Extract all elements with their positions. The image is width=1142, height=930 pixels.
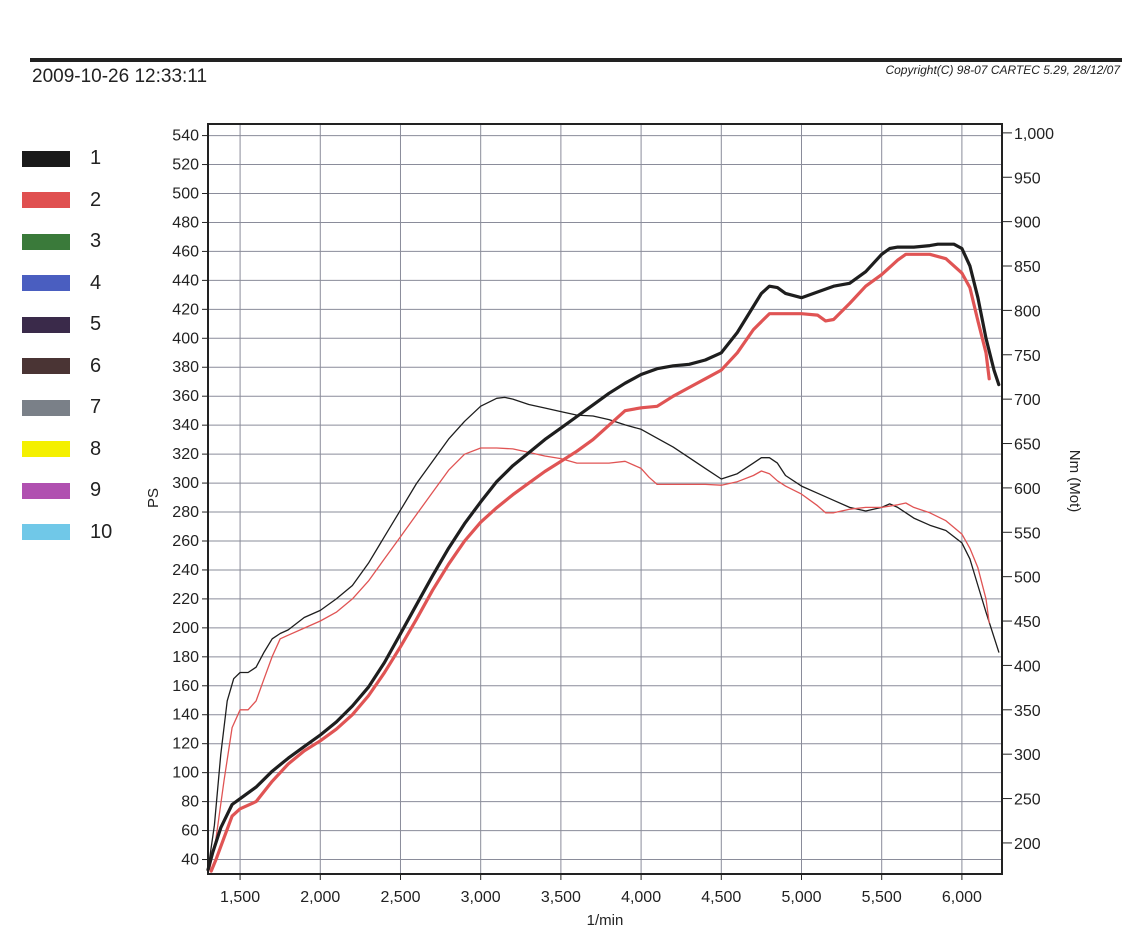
plot-area bbox=[208, 124, 1002, 874]
y-tick-label: 360 bbox=[172, 388, 199, 405]
copyright-notice: Copyright(C) 98-07 CARTEC 5.29, 28/12/07 bbox=[885, 63, 1120, 77]
legend-swatch bbox=[22, 524, 70, 541]
y-tick-label: 480 bbox=[172, 214, 199, 231]
legend-item-3: 3 bbox=[22, 221, 132, 263]
legend-item-9: 9 bbox=[22, 470, 132, 512]
y-tick-label: 460 bbox=[172, 243, 199, 260]
y-tick-label: 340 bbox=[172, 417, 199, 434]
legend-label: 5 bbox=[90, 313, 102, 336]
plot-frame bbox=[207, 123, 1003, 875]
legend-label: 6 bbox=[90, 354, 102, 377]
legend-item-10: 10 bbox=[22, 512, 132, 554]
y2-tick-label: 750 bbox=[1014, 348, 1041, 365]
y2-tick-label: 350 bbox=[1014, 703, 1041, 720]
y-tick-label: 400 bbox=[172, 330, 199, 347]
x-tick-label: 3,500 bbox=[541, 889, 581, 906]
legend-label: 7 bbox=[90, 396, 102, 419]
legend-item-6: 6 bbox=[22, 346, 132, 388]
y-tick-label: 100 bbox=[172, 765, 199, 782]
y-tick-label: 380 bbox=[172, 359, 199, 376]
y-tick-label: 320 bbox=[172, 446, 199, 463]
x-tick-label: 2,500 bbox=[380, 889, 420, 906]
legend-swatch bbox=[22, 441, 70, 458]
x-tick-label: 2,000 bbox=[300, 889, 340, 906]
y2-tick-label: 250 bbox=[1014, 792, 1041, 809]
y2-tick-label: 550 bbox=[1014, 525, 1041, 542]
header-rule bbox=[30, 58, 1122, 62]
y-tick-label: 160 bbox=[172, 678, 199, 695]
y2-tick-label: 1,000 bbox=[1014, 126, 1054, 143]
y2-tick-label: 650 bbox=[1014, 437, 1041, 454]
y-tick-label: 280 bbox=[172, 504, 199, 521]
y2-tick-label: 950 bbox=[1014, 170, 1041, 187]
x-tick-label: 6,000 bbox=[942, 889, 982, 906]
y2-tick-label: 300 bbox=[1014, 747, 1041, 764]
legend-item-8: 8 bbox=[22, 429, 132, 471]
x-tick-label: 3,000 bbox=[461, 889, 501, 906]
y-tick-label: 420 bbox=[172, 301, 199, 318]
x-tick-label: 1,500 bbox=[220, 889, 260, 906]
y-tick-label: 220 bbox=[172, 591, 199, 608]
legend-label: 3 bbox=[90, 230, 102, 253]
legend-swatch bbox=[22, 399, 70, 416]
x-tick-label: 5,000 bbox=[781, 889, 821, 906]
legend-label: 4 bbox=[90, 271, 102, 294]
legend-swatch bbox=[22, 150, 70, 167]
y-tick-label: 200 bbox=[172, 620, 199, 637]
report-timestamp: 2009-10-26 12:33:11 bbox=[32, 66, 208, 87]
x-axis-title: 1/min bbox=[587, 912, 624, 929]
series-line-2-power bbox=[209, 252, 991, 873]
legend: 1 2 3 4 5 6 7 8 9 10 bbox=[22, 138, 132, 553]
legend-swatch bbox=[22, 192, 70, 209]
legend-label: 8 bbox=[90, 437, 102, 460]
y-tick-label: 520 bbox=[172, 157, 199, 174]
y2-tick-label: 200 bbox=[1014, 836, 1041, 853]
legend-label: 10 bbox=[90, 520, 113, 543]
y-tick-label: 440 bbox=[172, 272, 199, 289]
y2-tick-label: 450 bbox=[1014, 614, 1041, 631]
legend-item-1: 1 bbox=[22, 138, 132, 180]
y2-tick-label: 400 bbox=[1014, 658, 1041, 675]
legend-swatch bbox=[22, 233, 70, 250]
x-tick-label: 4,500 bbox=[701, 889, 741, 906]
y-axis-title: PS bbox=[145, 488, 162, 508]
y2-tick-label: 600 bbox=[1014, 481, 1041, 498]
y-tick-label: 260 bbox=[172, 533, 199, 550]
legend-swatch bbox=[22, 275, 70, 292]
y2-axis-title: Nm (Mot) bbox=[1066, 450, 1083, 513]
y-tick-label: 40 bbox=[181, 852, 199, 869]
legend-item-4: 4 bbox=[22, 263, 132, 305]
y2-tick-label: 800 bbox=[1014, 303, 1041, 320]
legend-swatch bbox=[22, 358, 70, 375]
x-tick-label: 5,500 bbox=[862, 889, 902, 906]
y-tick-label: 80 bbox=[181, 794, 199, 811]
y-tick-label: 120 bbox=[172, 736, 199, 753]
y2-tick-label: 500 bbox=[1014, 570, 1041, 587]
legend-item-2: 2 bbox=[22, 180, 132, 222]
legend-swatch bbox=[22, 482, 70, 499]
legend-label: 9 bbox=[90, 479, 102, 502]
legend-swatch bbox=[22, 316, 70, 333]
y-tick-label: 140 bbox=[172, 707, 199, 724]
y-tick-label: 180 bbox=[172, 649, 199, 666]
series-line-1-power bbox=[206, 242, 1001, 872]
y-tick-label: 540 bbox=[172, 128, 199, 145]
y-tick-label: 300 bbox=[172, 475, 199, 492]
y-tick-label: 60 bbox=[181, 823, 199, 840]
y2-tick-label: 850 bbox=[1014, 259, 1041, 276]
y-tick-label: 500 bbox=[172, 185, 199, 202]
y-tick-label: 240 bbox=[172, 562, 199, 579]
x-tick-label: 4,000 bbox=[621, 889, 661, 906]
y2-tick-label: 900 bbox=[1014, 215, 1041, 232]
legend-item-7: 7 bbox=[22, 387, 132, 429]
series-line-2-torque bbox=[208, 447, 990, 871]
legend-item-5: 5 bbox=[22, 304, 132, 346]
y2-tick-label: 700 bbox=[1014, 392, 1041, 409]
legend-label: 2 bbox=[90, 188, 102, 211]
legend-label: 1 bbox=[90, 147, 102, 170]
